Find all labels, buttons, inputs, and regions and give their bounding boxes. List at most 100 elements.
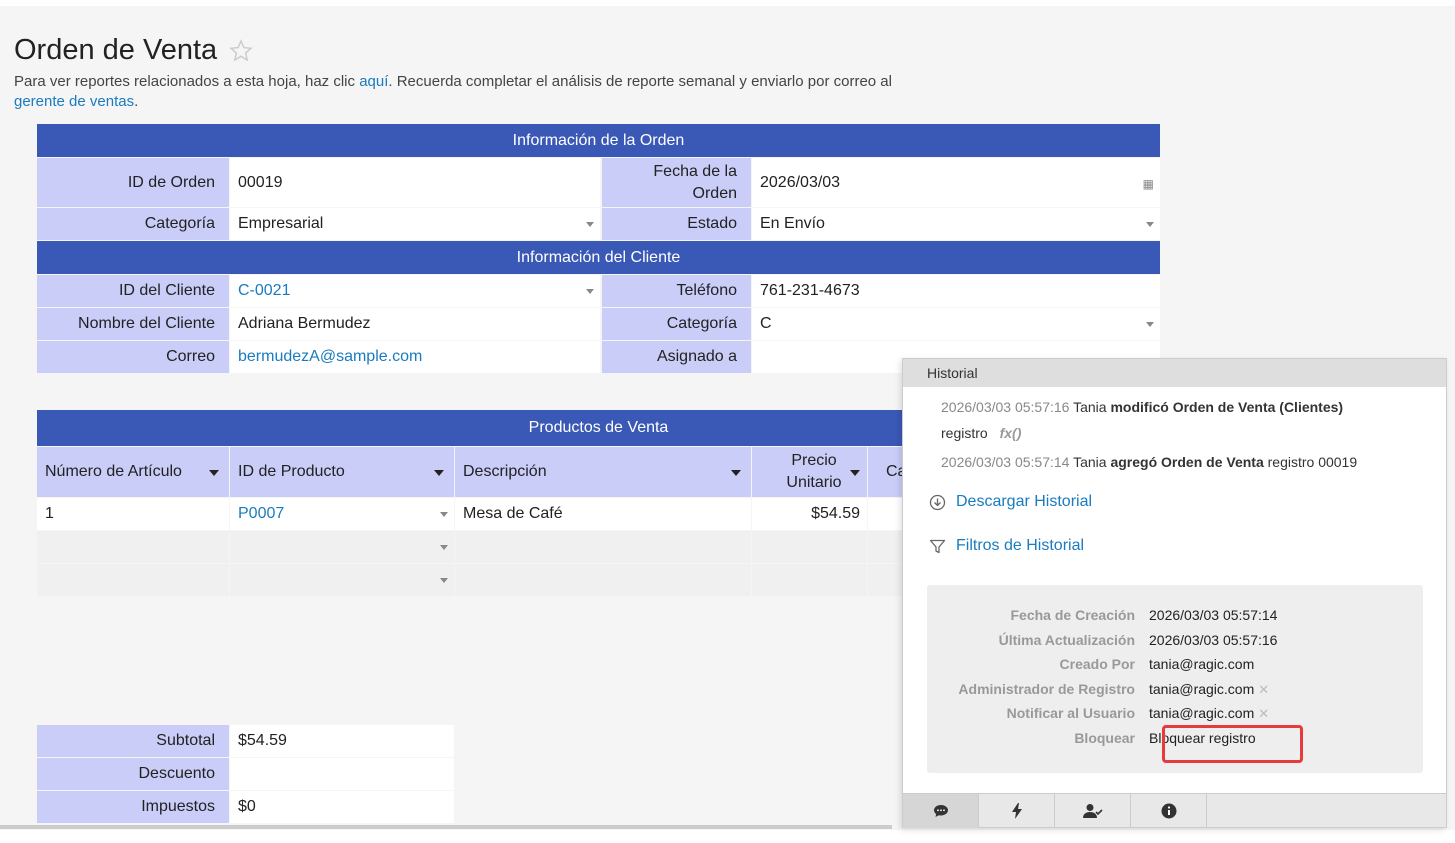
- history-timestamp: 2026/03/03 05:57:14: [941, 454, 1070, 470]
- record-info-box: Fecha de Creación 2026/03/03 05:57:14 Últ…: [927, 585, 1423, 773]
- order-date-field[interactable]: 2026/03/03 ▦: [752, 158, 1160, 207]
- cell-description[interactable]: Mesa de Café: [455, 498, 751, 530]
- comment-icon: [933, 805, 948, 817]
- download-history-label: Descargar Historial: [956, 493, 1093, 510]
- history-field: registro: [941, 425, 988, 441]
- info-row-updated: Última Actualización 2026/03/03 05:57:16: [927, 632, 1423, 656]
- cell-item-empty[interactable]: [37, 564, 229, 596]
- remove-icon[interactable]: ✕: [1258, 706, 1270, 721]
- lock-record-link[interactable]: Bloquear registro: [1149, 730, 1256, 746]
- order-status-value: En Envío: [760, 215, 825, 232]
- reports-link[interactable]: aquí: [359, 73, 389, 90]
- desc-text-1: Para ver reportes relacionados a esta ho…: [14, 73, 360, 90]
- client-category-label: Categoría: [602, 308, 751, 340]
- col-product-id[interactable]: ID de Producto: [230, 447, 454, 497]
- tab-info[interactable]: [1131, 794, 1207, 828]
- cell-product-id-link[interactable]: P0007: [238, 505, 285, 522]
- client-name-label: Nombre del Cliente: [37, 308, 229, 340]
- cell-product-id-empty[interactable]: [230, 564, 454, 596]
- sort-caret-icon[interactable]: [209, 470, 219, 476]
- col-unit-price-label: Precio Unitario: [786, 452, 842, 491]
- formula-icon[interactable]: fx(): [999, 425, 1022, 441]
- history-record: registro 00019: [1267, 454, 1358, 470]
- info-value: tania@ragic.com: [1149, 705, 1255, 721]
- history-entry: 2026/03/03 05:57:16 Tania modificó Orden…: [941, 399, 1343, 415]
- cell-price-empty[interactable]: [752, 564, 867, 596]
- info-row-created-by: Creado Por tania@ragic.com: [927, 656, 1423, 680]
- calendar-icon[interactable]: ▦: [1142, 176, 1154, 191]
- download-icon: [929, 494, 946, 510]
- email-link[interactable]: bermudezA@sample.com: [238, 348, 423, 365]
- client-name-value: Adriana Bermudez: [238, 315, 371, 332]
- tax-field[interactable]: $0: [230, 791, 454, 823]
- page-title-row: Orden de Venta: [14, 34, 253, 67]
- col-quantity-label: Ca: [886, 463, 902, 480]
- history-user: Tania: [1073, 454, 1107, 470]
- subtotal-field[interactable]: $54.59: [230, 725, 454, 757]
- discount-label: Descuento: [37, 758, 229, 790]
- discount-field[interactable]: [230, 758, 454, 790]
- order-id-field[interactable]: 00019: [230, 158, 600, 207]
- desc-text-2: . Recuerda completar el análisis de repo…: [388, 73, 892, 90]
- cell-description-empty[interactable]: [455, 531, 751, 563]
- page-description: Para ver reportes relacionados a esta ho…: [14, 72, 974, 112]
- sort-caret-icon[interactable]: [731, 470, 741, 476]
- chevron-down-icon: [1146, 222, 1154, 227]
- tab-users[interactable]: [1055, 794, 1131, 828]
- order-date-label-text: Fecha de la Orden: [653, 162, 737, 202]
- col-item-number[interactable]: Número de Artículo: [37, 447, 229, 497]
- history-filters-button[interactable]: Filtros de Historial: [929, 537, 1084, 555]
- sort-caret-icon[interactable]: [434, 470, 444, 476]
- cell-description-empty[interactable]: [455, 564, 751, 596]
- subtotal-value: $54.59: [238, 732, 287, 749]
- history-user: Tania: [1073, 399, 1107, 415]
- tax-label: Impuestos: [37, 791, 229, 823]
- history-filters-label: Filtros de Historial: [956, 537, 1085, 554]
- client-info-header: Información del Cliente: [37, 241, 1160, 274]
- cell-quantity-empty[interactable]: [868, 531, 902, 563]
- cell-item[interactable]: 1: [37, 498, 229, 530]
- info-value: tania@ragic.com: [1149, 656, 1255, 672]
- info-key: Administrador de Registro: [958, 681, 1135, 697]
- client-category-select[interactable]: C: [752, 308, 1160, 340]
- client-id-label: ID del Cliente: [37, 275, 229, 307]
- chevron-down-icon: [440, 512, 448, 517]
- info-key: Bloquear: [1074, 730, 1135, 746]
- order-status-select[interactable]: En Envío: [752, 208, 1160, 240]
- col-quantity[interactable]: Ca: [868, 447, 902, 497]
- chevron-down-icon: [586, 222, 594, 227]
- chevron-down-icon: [586, 289, 594, 294]
- chevron-down-icon: [1146, 322, 1154, 327]
- cell-product-id[interactable]: P0007: [230, 498, 454, 530]
- cell-price-empty[interactable]: [752, 531, 867, 563]
- cell-quantity[interactable]: [868, 498, 902, 530]
- sort-caret-icon[interactable]: [850, 470, 860, 476]
- col-description[interactable]: Descripción: [455, 447, 751, 497]
- info-row-lock: Bloquear Bloquear registro: [927, 730, 1423, 754]
- email-field[interactable]: bermudezA@sample.com: [230, 341, 600, 373]
- tab-comments[interactable]: [903, 794, 979, 828]
- order-category-label: Categoría: [37, 208, 229, 240]
- order-id-label: ID de Orden: [37, 158, 229, 207]
- cell-price[interactable]: $54.59: [752, 498, 867, 530]
- cell-item-empty[interactable]: [37, 531, 229, 563]
- col-unit-price[interactable]: Precio Unitario: [752, 447, 867, 497]
- client-name-field[interactable]: Adriana Bermudez: [230, 308, 600, 340]
- horizontal-scrollbar[interactable]: [0, 825, 892, 829]
- remove-icon[interactable]: ✕: [1258, 682, 1270, 697]
- history-action: agregó Orden de Venta: [1110, 454, 1264, 470]
- star-icon[interactable]: [229, 38, 253, 63]
- col-item-number-label: Número de Artículo: [45, 463, 182, 480]
- phone-field[interactable]: 761-231-4673: [752, 275, 1160, 307]
- client-id-link[interactable]: C-0021: [238, 282, 291, 299]
- client-id-select[interactable]: C-0021: [230, 275, 600, 307]
- sales-manager-link[interactable]: gerente de ventas: [14, 93, 135, 110]
- download-history-button[interactable]: Descargar Historial: [929, 493, 1092, 511]
- info-row-record-admin: Administrador de Registro tania@ragic.com…: [927, 681, 1423, 705]
- tab-actions[interactable]: [979, 794, 1055, 828]
- cell-product-id-empty[interactable]: [230, 531, 454, 563]
- cell-quantity-empty[interactable]: [868, 564, 902, 596]
- subtotal-label: Subtotal: [37, 725, 229, 757]
- client-category-value: C: [760, 315, 772, 332]
- order-category-select[interactable]: Empresarial: [230, 208, 600, 240]
